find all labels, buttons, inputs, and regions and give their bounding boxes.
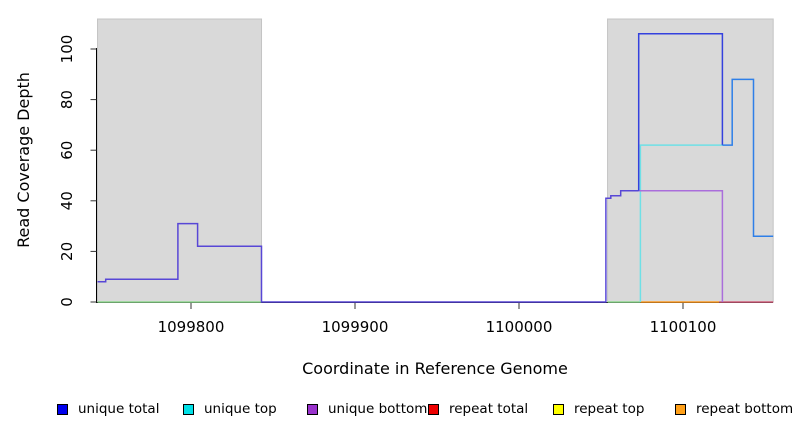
legend-label: repeat top [574,401,645,417]
legend-swatch-unique-bottom [307,403,318,415]
legend-label: unique total [78,401,160,417]
x-tick-label: 1100000 [486,318,553,336]
y-tick-label: 20 [58,242,76,261]
x-tick-label: 1099900 [322,318,389,336]
legend-item-repeat-total: repeat total [428,399,528,419]
y-tick-label: 40 [58,191,76,210]
shaded-region-0 [97,18,263,303]
chart-layers: 0 20 40 60 80 100 1099800 1099900 1100000 1100100 [58,18,774,336]
coverage-chart: 0 20 40 60 80 100 1099800 1099900 1100000 1100100… [14,18,774,378]
x-tick-label: 1099800 [158,318,225,336]
series-unique-top [639,144,723,302]
shaded-region-1 [607,18,774,303]
legend-swatch-unique-total [57,403,68,415]
series-unique-total-right [722,78,774,237]
y-tick-label: 60 [58,141,76,160]
legend-swatch-repeat-top [553,403,564,415]
legend-swatch-unique-top [183,403,194,415]
legend-label: unique top [204,401,277,417]
series-unique-total-left [97,189,639,303]
y-tick-label: 80 [58,90,76,109]
series-unique-bottom [638,189,724,302]
series-unique-total-peak [637,33,724,191]
x-axis-title: Coordinate in Reference Genome [302,359,568,378]
y-axis-title: Read Coverage Depth [14,72,33,248]
legend-item-unique-total: unique total [57,399,159,419]
legend-item-unique-top: unique top [183,399,277,419]
x-tick-label: 1100100 [650,318,717,336]
legend-item-repeat-top: repeat top [553,399,644,419]
y-tick-label: 100 [58,35,76,64]
legend-label: repeat bottom [696,401,792,417]
legend-item-repeat-bottom: repeat bottom [675,399,792,419]
y-tick-label: 0 [58,297,76,307]
legend-label: repeat total [449,401,529,417]
legend: unique total unique top unique bottom repea… [0,399,792,423]
legend-label: unique bottom [328,401,428,417]
legend-swatch-repeat-total [428,403,439,415]
legend-swatch-repeat-bottom [675,403,686,415]
legend-item-unique-bottom: unique bottom [307,399,427,419]
